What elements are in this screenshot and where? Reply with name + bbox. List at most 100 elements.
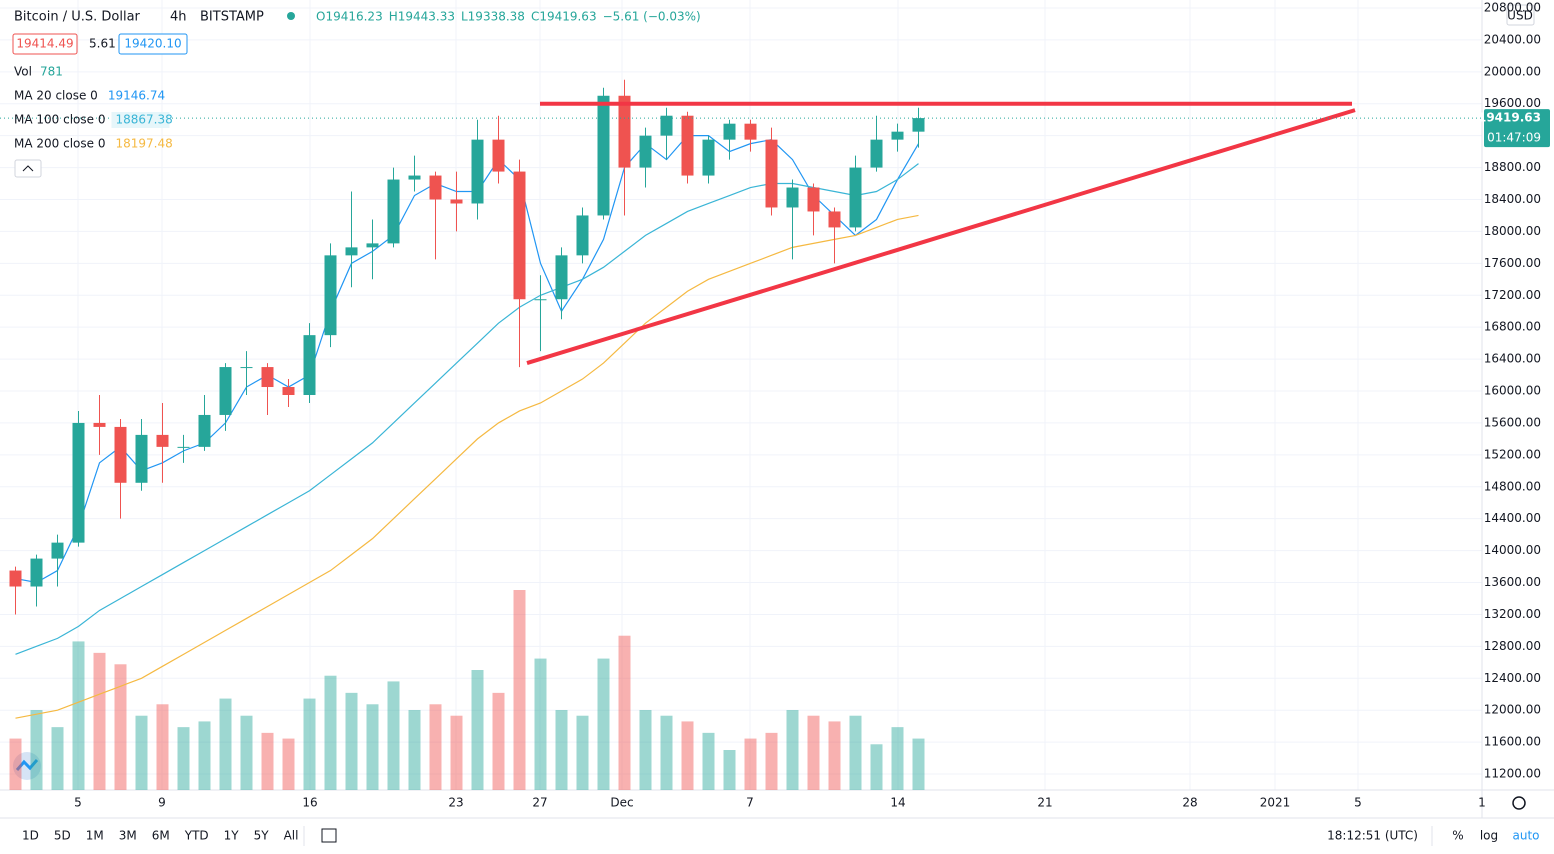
volume-bar — [9, 738, 22, 790]
legend: Bitcoin / U.S. Dollar 4h BITSTAMP 19414.… — [12, 10, 295, 178]
candle-body — [9, 570, 22, 587]
symbol[interactable]: Bitcoin / U.S. Dollar — [14, 10, 141, 25]
ohlc: H19443.33 — [389, 10, 455, 24]
ask-box[interactable] — [118, 33, 188, 55]
x-tick-label: 28 — [1182, 796, 1197, 810]
volume-bar — [471, 670, 484, 790]
candle-body — [576, 215, 589, 256]
volume-bar — [786, 710, 799, 790]
y-tick-label: 15200.00 — [1484, 447, 1541, 461]
candle-body — [513, 171, 526, 300]
settings-icon[interactable] — [1512, 796, 1526, 810]
range-button[interactable]: 1Y — [224, 829, 240, 843]
x-tick-label: 9 — [158, 796, 166, 810]
y-tick-label: 14000.00 — [1484, 543, 1541, 557]
vol-value: 781 — [40, 65, 63, 79]
range-button[interactable]: YTD — [184, 829, 209, 843]
range-button[interactable]: 3M — [119, 829, 137, 843]
candle-body — [51, 542, 64, 559]
volume-bar — [807, 715, 820, 790]
x-tick-label: 14 — [890, 796, 905, 810]
candle-body — [324, 255, 337, 336]
volume-bar — [345, 692, 358, 790]
moving-average — [15, 214, 919, 719]
ma-value: 18197.48 — [115, 137, 172, 151]
currency-box[interactable] — [1506, 4, 1535, 26]
volume-bar — [156, 704, 169, 790]
volume-bar — [513, 590, 526, 790]
volume-bar — [870, 744, 883, 790]
candle-body — [912, 118, 925, 132]
log-toggle[interactable]: log — [1480, 829, 1498, 843]
volume-bar — [450, 715, 463, 790]
candle-body — [723, 123, 736, 140]
range-button[interactable]: All — [284, 829, 299, 843]
percent-toggle[interactable]: % — [1452, 829, 1463, 843]
y-tick-label: 20400.00 — [1484, 32, 1541, 46]
collapse-button[interactable] — [14, 159, 42, 178]
range-button[interactable]: 5D — [54, 829, 71, 843]
x-tick-label: Dec — [610, 796, 633, 810]
bid-box[interactable] — [12, 33, 78, 55]
volume-bar — [30, 710, 43, 790]
spread: 5.61 — [89, 37, 116, 51]
range-button[interactable]: 1M — [86, 829, 104, 843]
countdown: 01:47:09 — [1487, 131, 1541, 145]
candle-body — [408, 175, 421, 180]
y-tick-label: 20800.00 — [1484, 0, 1541, 14]
y-tick-label: 16400.00 — [1484, 352, 1541, 366]
x-tick-label: 16 — [302, 796, 317, 810]
ohlc: O19416.23 — [316, 10, 383, 24]
candle-body — [114, 426, 127, 483]
volume-bar — [303, 698, 316, 790]
range-button[interactable]: 5Y — [254, 829, 270, 843]
y-tick-label: 14800.00 — [1484, 479, 1541, 493]
volume-bar — [114, 664, 127, 790]
volume-bar — [177, 727, 190, 790]
volume-bar — [912, 738, 925, 790]
candle-body — [891, 131, 904, 140]
ask: 19420.10 — [124, 37, 181, 51]
volume-bar — [723, 750, 736, 790]
auto-toggle[interactable]: auto — [1512, 829, 1539, 843]
volume-bar — [576, 715, 589, 790]
interval[interactable]: 4h — [170, 10, 187, 25]
candle-body — [135, 434, 148, 483]
y-tick-label: 11600.00 — [1484, 735, 1541, 749]
volume-bar — [72, 641, 85, 790]
ohlc: L19338.38 — [461, 10, 525, 24]
ma-name: MA 20 close 0 — [14, 89, 98, 103]
range-button[interactable]: 1D — [22, 829, 39, 843]
ohlc: −5.61 (−0.03%) — [603, 10, 701, 24]
candle-body — [219, 367, 232, 415]
candle-body — [345, 247, 358, 256]
candle-body — [702, 139, 715, 176]
tv-logo — [13, 752, 41, 780]
volume-bar — [660, 715, 673, 790]
candle-body — [786, 187, 799, 208]
candle-body — [387, 179, 400, 244]
date-range-icon[interactable] — [321, 828, 337, 843]
gear — [1512, 796, 1526, 810]
y-tick-label: 17600.00 — [1484, 256, 1541, 270]
volume-bar — [597, 658, 610, 790]
ma-name: MA 100 close 0 — [14, 113, 105, 127]
candle-body — [765, 139, 778, 208]
candle-body — [450, 199, 463, 204]
volume-bar — [639, 710, 652, 790]
candle-body — [366, 243, 379, 248]
ma-name: MA 200 close 0 — [14, 137, 105, 151]
volume-bar — [93, 652, 106, 790]
volume-bar — [618, 635, 631, 790]
y-tick-label: 11200.00 — [1484, 767, 1541, 781]
volume-bar — [240, 715, 253, 790]
ohlc: C19419.63 — [531, 10, 597, 24]
y-tick-label: 16000.00 — [1484, 384, 1541, 398]
y-tick-label: 12400.00 — [1484, 671, 1541, 685]
range-button[interactable]: 6M — [152, 829, 170, 843]
y-tick-label: 20000.00 — [1484, 64, 1541, 78]
volume-bar — [219, 698, 232, 790]
y-tick-label: 13600.00 — [1484, 575, 1541, 589]
